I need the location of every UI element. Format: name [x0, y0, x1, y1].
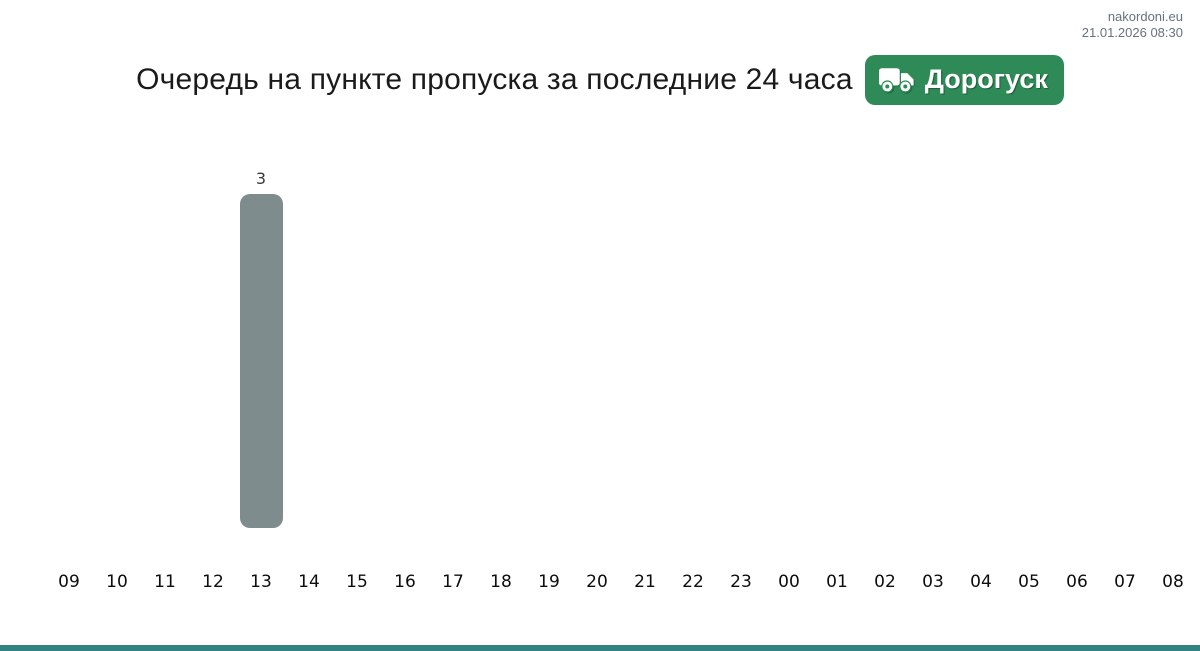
truck-icon [878, 66, 915, 94]
x-tick-label: 04 [970, 572, 992, 592]
x-axis: 09 10 11 12 13 14 15 16 17 18 19 20 21 22 23 00 01 02 03 04… [45, 572, 1197, 592]
bar-value-label: 3 [255, 169, 267, 188]
x-tick-label: 19 [538, 572, 560, 592]
footer-accent-bar [0, 645, 1200, 651]
x-tick-label: 08 [1162, 572, 1184, 592]
bar-slot [765, 170, 813, 528]
bar-slot [141, 170, 189, 528]
bar-slot [429, 170, 477, 528]
bar-slot [525, 170, 573, 528]
x-tick-label: 18 [490, 572, 512, 592]
x-tick-label: 10 [106, 572, 128, 592]
x-tick-label: 07 [1114, 572, 1136, 592]
x-tick-label: 16 [394, 572, 416, 592]
chart-title: Очередь на пункте пропуска за последние … [136, 63, 853, 96]
bar-slot [93, 170, 141, 528]
chart-plot: 3 [45, 170, 1197, 528]
bar[interactable] [239, 194, 283, 528]
bar-slot [573, 170, 621, 528]
x-tick-label: 14 [298, 572, 320, 592]
bar-slot [909, 170, 957, 528]
x-tick-label: 11 [154, 572, 176, 592]
x-tick-label: 12 [202, 572, 224, 592]
x-tick-label: 20 [586, 572, 608, 592]
bar-slot [381, 170, 429, 528]
bar-slot [477, 170, 525, 528]
timestamp: 21.01.2026 08:30 [1081, 24, 1183, 40]
x-tick-label: 21 [634, 572, 656, 592]
bar-slot [189, 170, 237, 528]
bar-slot [813, 170, 861, 528]
bar-slot [333, 170, 381, 528]
crossing-badge-label: Дорогуск [924, 64, 1048, 94]
x-tick-label: 22 [682, 572, 704, 592]
site-info: nakordoni.eu 21.01.2026 08:30 [1082, 9, 1183, 40]
bar-slot [1101, 170, 1149, 528]
x-tick-label: 23 [730, 572, 752, 592]
x-tick-label: 13 [250, 572, 272, 592]
x-tick-label: 02 [874, 572, 896, 592]
bar-slot: 3 [237, 170, 285, 528]
chart-header: Очередь на пункте пропуска за последние … [0, 55, 1200, 105]
site-name: nakordoni.eu [1107, 9, 1183, 24]
x-tick-label: 03 [922, 572, 944, 592]
bar-slot [717, 170, 765, 528]
bar-slot [957, 170, 1005, 528]
x-tick-label: 15 [346, 572, 368, 592]
x-tick-label: 06 [1066, 572, 1088, 592]
bar-slot [285, 170, 333, 528]
bar-slot [1149, 170, 1197, 528]
bar-slot [669, 170, 717, 528]
x-tick-label: 09 [58, 572, 80, 592]
x-tick-label: 05 [1018, 572, 1040, 592]
x-tick-label: 00 [778, 572, 800, 592]
x-tick-label: 17 [442, 572, 464, 592]
bar-slot [45, 170, 93, 528]
bar-slot [621, 170, 669, 528]
bar-slot [1053, 170, 1101, 528]
x-tick-label: 01 [826, 572, 848, 592]
crossing-badge[interactable]: Дорогуск [864, 55, 1064, 105]
bar-slot [861, 170, 909, 528]
bar-slot [1005, 170, 1053, 528]
